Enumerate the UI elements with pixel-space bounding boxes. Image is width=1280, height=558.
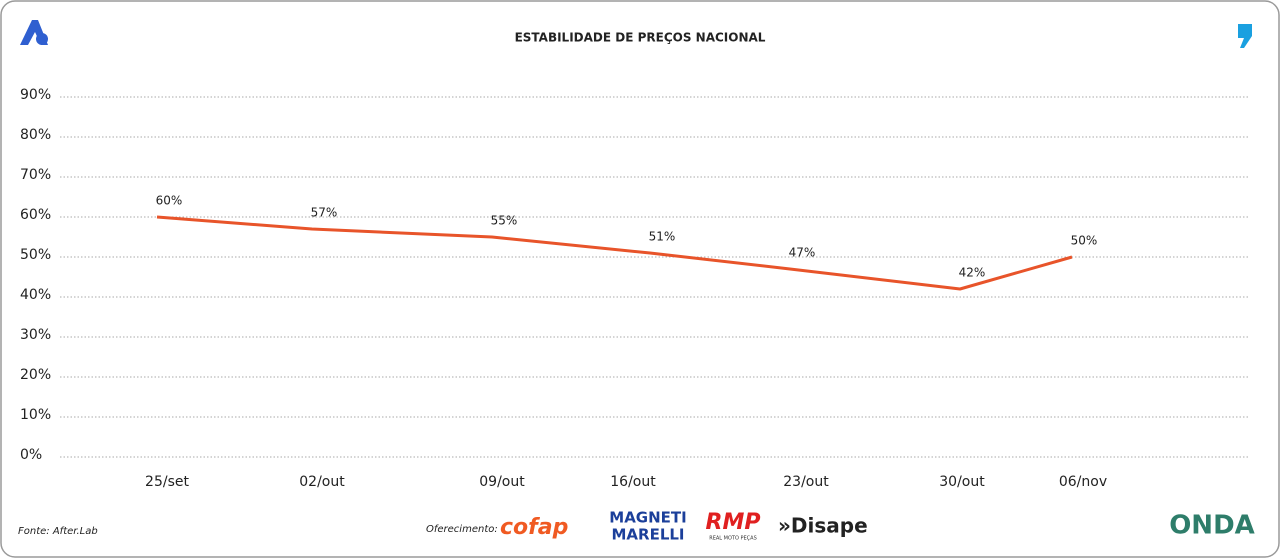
x-tick-label: 06/nov <box>1059 474 1107 490</box>
source: Fonte: After.Lab <box>18 526 98 537</box>
data-label: 51% <box>649 230 676 244</box>
data-label: 50% <box>1071 234 1098 248</box>
sponsor-disape: »Disape <box>778 514 868 538</box>
y-tick-label: 90% <box>20 87 51 103</box>
sponsor-rmp-sub: REAL MOTO PEÇAS <box>709 536 757 542</box>
y-tick-label: 30% <box>20 327 51 343</box>
x-tick-label: 23/out <box>783 474 829 490</box>
data-label: 47% <box>789 246 816 260</box>
y-tick-label: 50% <box>20 247 51 263</box>
y-tick-label: 40% <box>20 287 51 303</box>
data-label: 57% <box>311 206 338 220</box>
line <box>156 215 1073 291</box>
sponsor-magneti: MAGNETI <box>609 509 686 527</box>
data-label: 60% <box>156 194 183 208</box>
x-tick-label: 30/out <box>939 474 985 490</box>
y-tick-label: 10% <box>20 407 51 423</box>
sponsor-cofap: cofap <box>500 515 568 540</box>
data-label: 55% <box>491 214 518 228</box>
x-tick-label: 25/set <box>145 474 189 490</box>
y-tick-label: 70% <box>20 167 51 183</box>
chart-title: ESTABILIDADE DE PREÇOS NACIONAL <box>515 31 766 45</box>
data-label: 42% <box>959 266 986 280</box>
y-tick-label: 20% <box>20 367 51 383</box>
logo-a-dot <box>36 33 48 45</box>
y-tick-label: 0% <box>20 447 42 463</box>
y-tick-label: 80% <box>20 127 51 143</box>
logo-comma <box>1238 24 1252 48</box>
brand: ONDA <box>1169 511 1255 541</box>
sponsor-marelli: MARELLI <box>611 526 684 544</box>
x-tick-label: 09/out <box>479 474 525 490</box>
sponsor-label: Oferecimento: <box>426 524 498 535</box>
x-tick-label: 16/out <box>610 474 656 490</box>
y-tick-label: 60% <box>20 207 51 223</box>
sponsor-rmp: RMP <box>706 510 761 535</box>
x-tick-label: 02/out <box>299 474 345 490</box>
